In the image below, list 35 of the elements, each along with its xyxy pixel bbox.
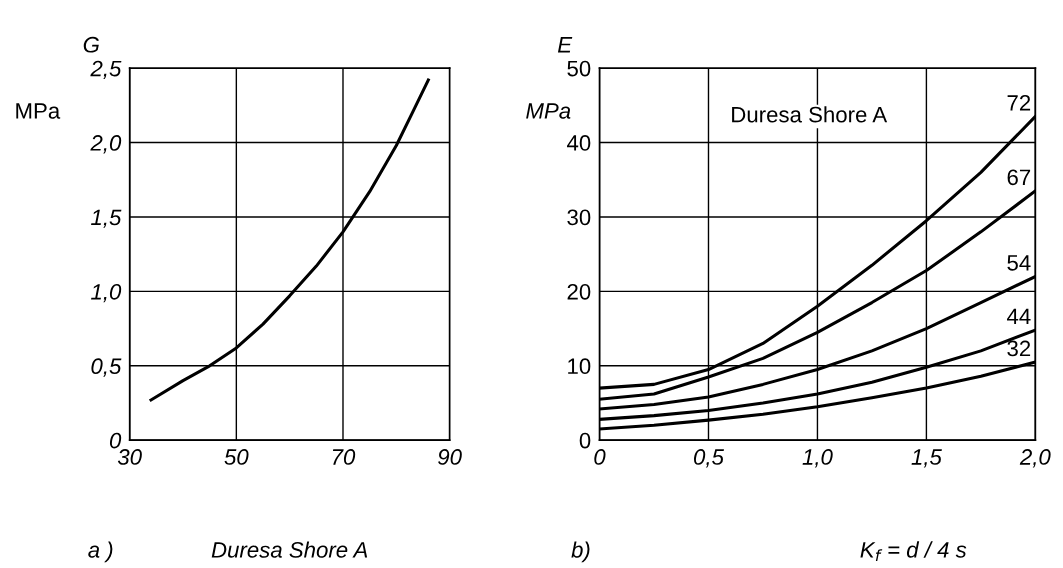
y-tick-label: 0,5	[91, 358, 122, 377]
series-label: 32	[1007, 340, 1031, 357]
x-tick-label: 90	[438, 449, 462, 465]
y-axis-title: E	[557, 37, 573, 53]
annotation: Duresa Shore A	[732, 106, 888, 123]
x-tick-label: 70	[332, 449, 356, 465]
y-tick-label: 40	[566, 135, 591, 151]
x-tick-label: 2,0	[1019, 449, 1051, 468]
series-label: 67	[1007, 169, 1031, 186]
y-tick-label: 2,5	[90, 60, 122, 80]
x-tick-label: 30	[117, 449, 142, 465]
x-tick-label: 1,0	[802, 449, 833, 468]
y-tick-label: 30	[567, 209, 591, 226]
x-tick-label: 0,5	[694, 449, 724, 468]
x-axis-title: K$_{f}$ = d / 4 s	[860, 541, 967, 562]
y-tick-label: 0	[109, 432, 122, 449]
y-tick-label: 0	[579, 432, 591, 449]
series-label: 54	[1007, 255, 1031, 271]
y-tick-label: 10	[568, 358, 591, 375]
series-label: 72	[1007, 95, 1031, 111]
x-axis-title: Duresa Shore A	[211, 541, 368, 558]
text: MPa	[16, 103, 61, 119]
y-tick-label: 2,0	[90, 135, 122, 154]
y-tick-label: 20	[567, 283, 591, 300]
y-axis-title: G	[83, 36, 99, 53]
x-tick-label: 1,5	[911, 449, 942, 468]
text: a )	[88, 541, 113, 563]
x-tick-label: 0	[594, 449, 606, 465]
text: MPa	[526, 103, 571, 119]
series-label: 44	[1006, 308, 1031, 325]
y-tick-label: 50	[567, 60, 591, 77]
x-tick-label: 50	[224, 449, 249, 465]
y-tick-label: 1,0	[91, 283, 122, 303]
text: b)	[571, 541, 590, 563]
y-tick-label: 1,5	[91, 209, 122, 228]
